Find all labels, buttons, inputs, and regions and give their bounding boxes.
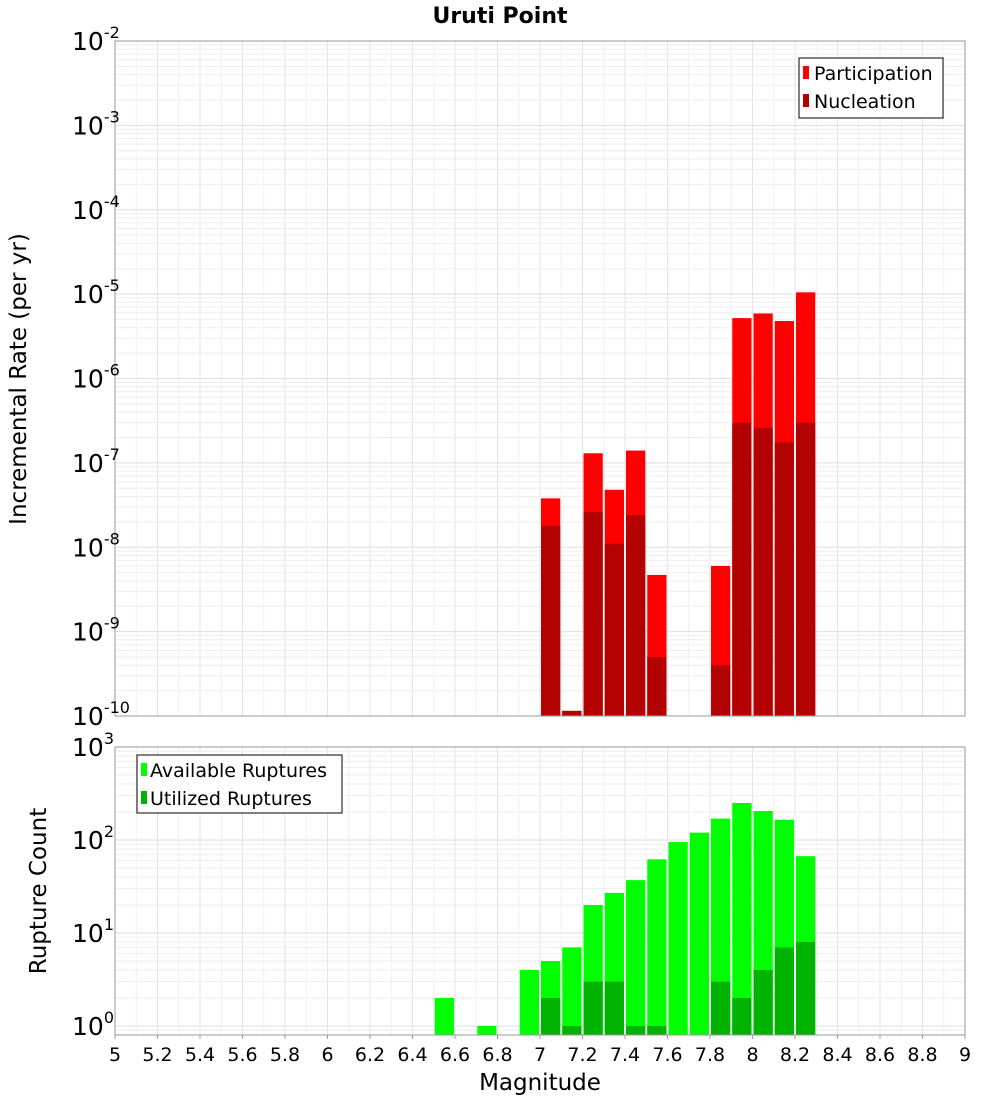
x-tick-label: 5 (109, 1044, 121, 1066)
y-tick-label: 10-9 (72, 614, 120, 647)
count-bar-utilized-ruptures (626, 1025, 646, 1035)
x-tick-label: 8 (746, 1044, 758, 1066)
count-bar-utilized-ruptures (753, 969, 773, 1035)
top-panel-bars (541, 292, 816, 716)
x-tick-label: 5.4 (185, 1044, 215, 1066)
rate-bar-nucleation (604, 543, 624, 716)
rate-bar-nucleation (732, 422, 752, 716)
top-panel-frame (114, 40, 966, 717)
x-tick-label: 6.6 (440, 1044, 470, 1066)
x-tick-label: 7.2 (567, 1044, 597, 1066)
top-legend-box (798, 57, 944, 119)
nucleation-legend-label: Nucleation (814, 91, 916, 113)
bottom-legend-box (136, 754, 343, 814)
x-tick-label: 5.6 (227, 1044, 257, 1066)
rate-bar-nucleation (626, 515, 646, 716)
y-tick-label: 10-6 (72, 361, 120, 394)
x-tick-label: 7 (534, 1044, 546, 1066)
x-tick-label: 6.8 (482, 1044, 512, 1066)
count-bar-available-ruptures (477, 1025, 497, 1035)
top-panel-y-ticks: 10-2 10-3 10-4 10-5 10-6 10-7 10-8 10-9 10-10 (72, 23, 130, 731)
bottom-panel-y-ticks: 103 102 101 100 (72, 729, 114, 1041)
bottom-legend: Available Ruptures Utilized Ruptures (136, 754, 343, 814)
count-bar-available-ruptures (434, 997, 454, 1035)
top-legend: Participation Nucleation (798, 57, 944, 119)
x-tick-label: 6.4 (397, 1044, 427, 1066)
x-axis-label: Magnitude (479, 1070, 601, 1096)
x-tick-label: 9 (959, 1044, 971, 1066)
y-tick-label: 10-10 (72, 698, 130, 731)
count-bar-utilized-ruptures (562, 1025, 582, 1035)
utilized-ruptures-legend-label: Utilized Ruptures (150, 788, 312, 810)
count-bar-utilized-ruptures (732, 997, 752, 1035)
count-bar-utilized-ruptures (583, 981, 603, 1035)
y-tick-label: 10-8 (72, 529, 120, 562)
y-tick-label: 10-5 (72, 276, 120, 309)
count-bar-available-ruptures (668, 842, 688, 1035)
top-panel-grid (114, 40, 966, 717)
chart-title: Uruti Point (432, 4, 568, 29)
x-tick-label: 7.4 (610, 1044, 640, 1066)
count-bar-utilized-ruptures (541, 997, 561, 1035)
count-bar-utilized-ruptures (796, 942, 816, 1035)
top-y-axis-label: Incremental Rate (per yr) (6, 233, 32, 525)
count-bar-utilized-ruptures (647, 1025, 667, 1035)
participation-legend-label: Participation (814, 63, 933, 85)
x-tick-label: 6 (321, 1044, 333, 1066)
rate-bar-nucleation (583, 512, 603, 716)
count-bar-available-ruptures (562, 947, 582, 1035)
x-tick-label: 8.6 (865, 1044, 895, 1066)
x-tick-label: 8.2 (780, 1044, 810, 1066)
y-tick-label: 103 (72, 729, 114, 762)
bottom-panel-bars (434, 802, 816, 1035)
y-tick-label: 10-4 (72, 192, 120, 225)
count-bar-available-ruptures (626, 880, 646, 1035)
rate-bar-nucleation (753, 427, 773, 716)
rate-bar-nucleation (562, 710, 582, 716)
y-tick-label: 100 (72, 1008, 114, 1041)
count-bar-utilized-ruptures (711, 981, 731, 1035)
utilized-ruptures-legend-swatch (141, 791, 147, 804)
rate-bar-nucleation (541, 525, 561, 716)
available-ruptures-legend-swatch (141, 763, 147, 776)
rate-bar-nucleation (774, 442, 794, 716)
x-tick-label: 5.8 (270, 1044, 300, 1066)
rate-bar-nucleation (796, 422, 816, 716)
y-tick-label: 101 (72, 915, 114, 948)
available-ruptures-legend-label: Available Ruptures (150, 760, 327, 782)
x-tick-label: 7.6 (652, 1044, 682, 1066)
y-tick-label: 10-7 (72, 445, 120, 478)
count-bar-available-ruptures (689, 832, 709, 1035)
rate-bar-nucleation (711, 665, 731, 716)
count-bar-available-ruptures (732, 802, 752, 1035)
count-bar-utilized-ruptures (604, 981, 624, 1035)
x-tick-label: 7.8 (695, 1044, 725, 1066)
y-tick-label: 10-2 (72, 23, 120, 56)
y-tick-label: 102 (72, 822, 114, 855)
nucleation-legend-swatch (803, 94, 809, 107)
participation-legend-swatch (803, 66, 809, 79)
x-tick-label: 8.8 (907, 1044, 937, 1066)
bottom-y-axis-label: Rupture Count (26, 808, 52, 974)
count-bar-utilized-ruptures (774, 947, 794, 1035)
x-tick-label: 5.2 (142, 1044, 172, 1066)
count-bar-available-ruptures (711, 818, 731, 1035)
x-tick-label: 6.2 (355, 1044, 385, 1066)
count-bar-available-ruptures (647, 859, 667, 1035)
rate-bar-nucleation (647, 657, 667, 716)
count-bar-available-ruptures (519, 969, 539, 1035)
y-tick-label: 10-3 (72, 107, 120, 140)
x-axis-ticks: 5 5.2 5.4 5.6 5.8 6 6.2 6.4 6.6 6.8 7 7.2 7.4 7.6 7.8 8… (109, 1035, 971, 1066)
x-tick-label: 8.4 (822, 1044, 852, 1066)
